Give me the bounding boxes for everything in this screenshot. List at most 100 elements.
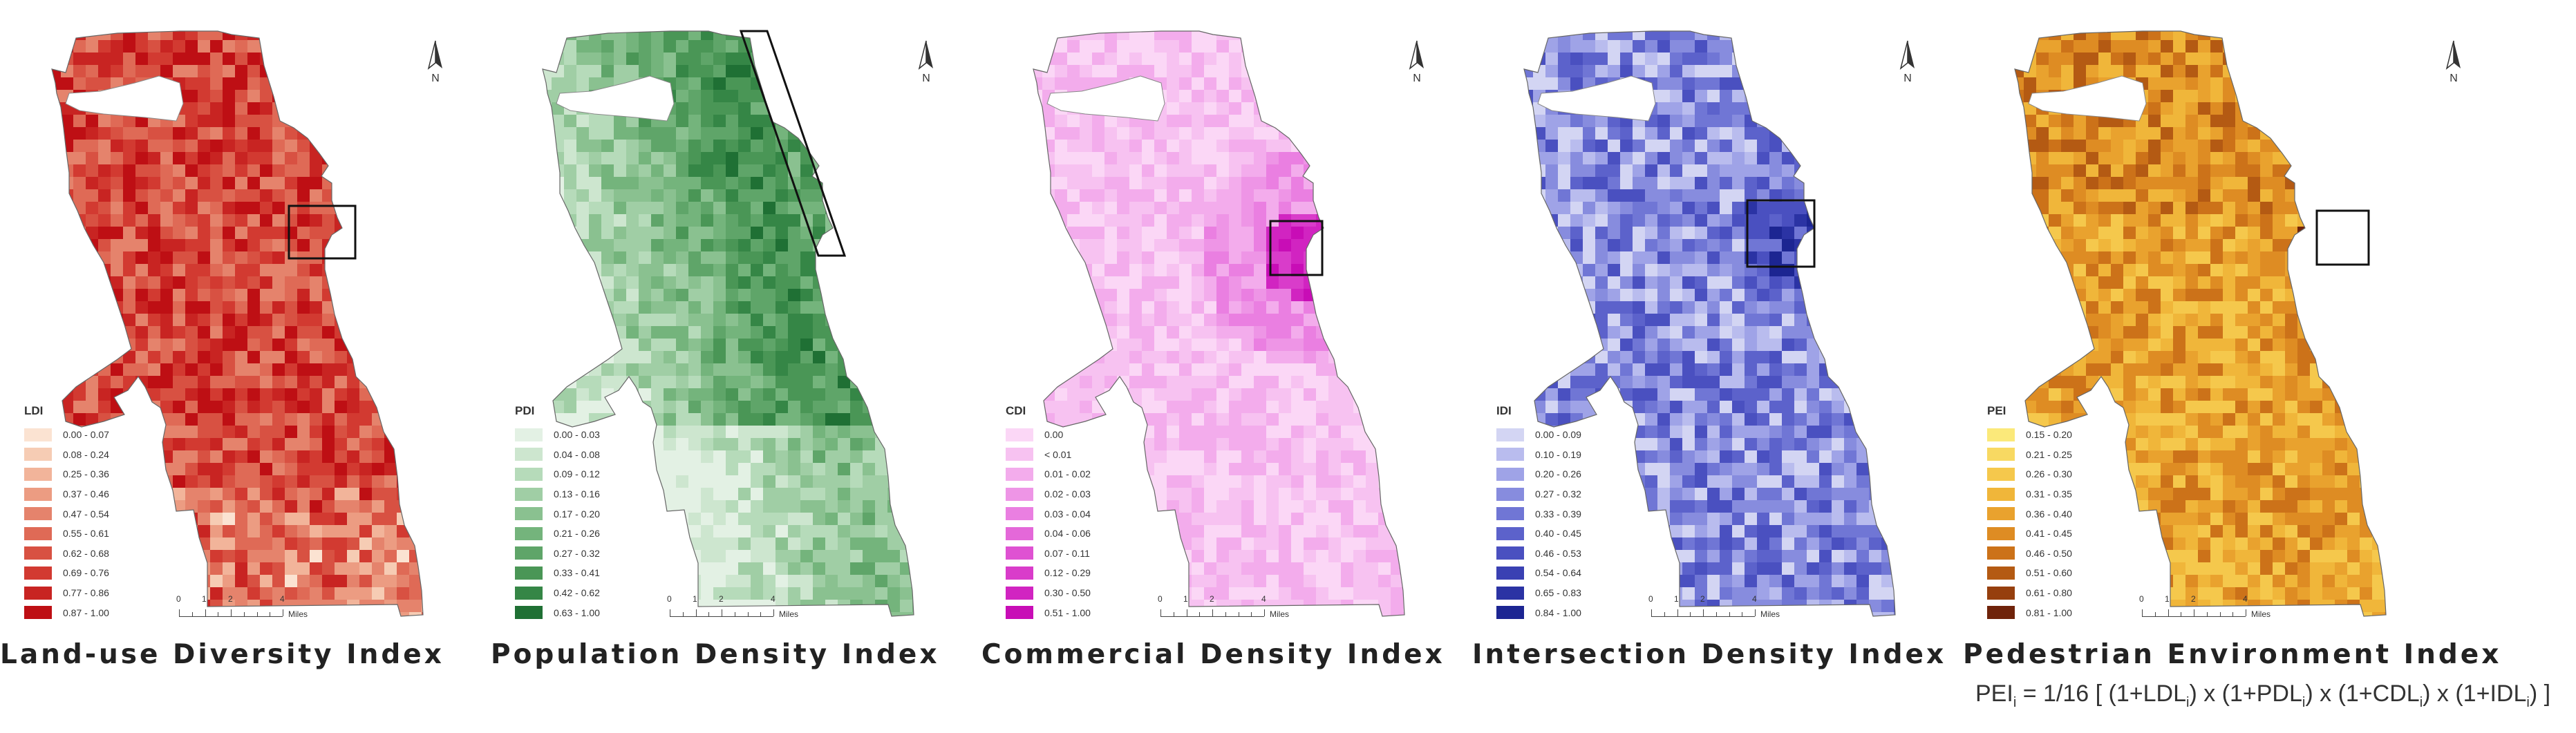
legend-swatch xyxy=(1006,507,1033,521)
legend-label: 0.65 - 0.83 xyxy=(1535,587,1581,599)
legend-row: 0.51 - 0.60 xyxy=(1987,563,2072,583)
legend-row: 0.25 - 0.36 xyxy=(24,464,109,484)
legend-row: 0.55 - 0.61 xyxy=(24,524,109,544)
legend-label: 0.77 - 0.86 xyxy=(63,587,109,599)
scale-bar-line xyxy=(179,609,283,617)
north-label: N xyxy=(922,73,930,84)
scale-bar-line xyxy=(1160,609,1265,617)
legend-swatch xyxy=(515,487,543,501)
legend-label: 0.13 - 0.16 xyxy=(554,488,600,500)
legend-swatch xyxy=(24,606,52,620)
scale-tick-label: 4 xyxy=(771,594,775,604)
legend-swatch xyxy=(1987,428,2015,441)
pdi-legend: PDI 0.00 - 0.03 0.04 - 0.08 0.09 - 0.12 0.13… xyxy=(515,404,600,622)
pei-formula: PEIi = 1/16 [ (1+LDLi) x (1+PDLi) x (1+C… xyxy=(1975,680,2551,710)
scale-bar: 0 1 2 4 Miles xyxy=(667,594,840,629)
pdi-title: Population Density Index xyxy=(491,639,940,670)
legend-swatch xyxy=(515,546,543,560)
scale-tick-label: 4 xyxy=(1752,594,1757,604)
north-label: N xyxy=(431,73,440,84)
cdi-legend: CDI 0.00 < 0.01 0.01 - 0.02 0.02 - 0.03 0.03 … xyxy=(1006,404,1091,622)
legend-label: 0.21 - 0.25 xyxy=(2026,448,2072,460)
legend-swatch xyxy=(24,586,52,600)
legend-row: 0.36 - 0.40 xyxy=(1987,504,2072,524)
legend-label: 0.33 - 0.39 xyxy=(1535,508,1581,520)
legend-swatch xyxy=(515,467,543,481)
legend-row: 0.04 - 0.08 xyxy=(515,445,600,465)
north-arrow-icon: N xyxy=(422,38,449,86)
city-boundary xyxy=(1523,30,1896,617)
scale-tick-label: 0 xyxy=(667,594,672,604)
scale-tick-label: 2 xyxy=(1210,594,1214,604)
legend-row: 0.20 - 0.26 xyxy=(1496,464,1581,484)
legend-label: 0.04 - 0.08 xyxy=(554,448,600,460)
scale-unit: Miles xyxy=(2251,609,2271,619)
legend-swatch xyxy=(515,606,543,620)
cdi-title: Commercial Density Index xyxy=(981,639,1445,670)
legend-swatch xyxy=(1496,586,1524,600)
legend-swatch xyxy=(515,507,543,521)
idi-title: Intersection Density Index xyxy=(1472,639,1947,670)
scale-tick-label: 2 xyxy=(1700,594,1705,604)
legend-row: 0.31 - 0.35 xyxy=(1987,484,2072,504)
legend-label: 0.55 - 0.61 xyxy=(63,528,109,540)
idi-map xyxy=(1523,30,1896,617)
north-label: N xyxy=(1903,73,1912,84)
legend-swatch xyxy=(1987,586,2015,600)
legend-row: 0.69 - 0.76 xyxy=(24,563,109,583)
legend-row: 0.62 - 0.68 xyxy=(24,544,109,564)
legend-swatch xyxy=(1987,467,2015,481)
legend-swatch xyxy=(24,526,52,540)
legend-swatch xyxy=(1006,526,1033,540)
legend-swatch xyxy=(24,546,52,560)
legend-row: 0.40 - 0.45 xyxy=(1496,524,1581,544)
cdi-map xyxy=(1033,30,1405,617)
idi-legend: IDI 0.00 - 0.09 0.10 - 0.19 0.20 - 0.26 0.27… xyxy=(1496,404,1581,622)
legend-label: 0.00 xyxy=(1044,429,1064,441)
scale-tick-label: 1 xyxy=(2165,594,2170,604)
airport-cutout xyxy=(1046,75,1165,122)
legend-swatch xyxy=(1496,467,1524,481)
legend-row: 0.00 - 0.07 xyxy=(24,425,109,445)
airport-cutout xyxy=(556,75,675,122)
pdi-map xyxy=(542,30,914,617)
scale-unit: Miles xyxy=(288,609,308,619)
legend-label: 0.51 - 1.00 xyxy=(1044,607,1091,618)
legend-swatch xyxy=(515,586,543,600)
legend-row: 0.02 - 0.03 xyxy=(1006,484,1091,504)
legend-label: 0.87 - 1.00 xyxy=(63,607,109,618)
legend-row: 0.00 - 0.09 xyxy=(1496,425,1581,445)
square-highlight xyxy=(288,204,357,260)
legend-label: 0.40 - 0.45 xyxy=(1535,528,1581,540)
north-label: N xyxy=(2450,73,2458,84)
legend-label: 0.07 - 0.11 xyxy=(1044,547,1090,559)
legend-row: 0.03 - 0.04 xyxy=(1006,504,1091,524)
scale-bar-line xyxy=(670,609,774,617)
scale-bar: 0 1 2 4 Miles xyxy=(2139,594,2312,629)
legend-swatch xyxy=(1987,526,2015,540)
legend-swatch xyxy=(1987,448,2015,461)
legend-row: 0.46 - 0.53 xyxy=(1496,544,1581,564)
legend-label: 0.12 - 0.29 xyxy=(1044,567,1091,579)
legend-label: 0.54 - 0.64 xyxy=(1535,567,1581,579)
scale-bar-line xyxy=(2142,609,2246,617)
idi-panel: N IDI 0.00 - 0.09 0.10 - 0.19 0.20 - 0.26 0.2… xyxy=(1472,0,1964,733)
legend-title: CDI xyxy=(1006,404,1026,417)
legend-row: 0.27 - 0.32 xyxy=(515,544,600,564)
legend-swatch xyxy=(24,428,52,441)
scale-tick-label: 4 xyxy=(2243,594,2248,604)
airport-cutout xyxy=(2028,75,2147,122)
legend-row: 0.10 - 0.19 xyxy=(1496,445,1581,465)
legend-label: 0.10 - 0.19 xyxy=(1535,448,1581,460)
legend-label: 0.36 - 0.40 xyxy=(2026,508,2072,520)
legend-row: 0.81 - 1.00 xyxy=(1987,602,2072,622)
legend-row: 0.30 - 0.50 xyxy=(1006,583,1091,603)
legend-label: 0.27 - 0.32 xyxy=(554,547,600,559)
legend-row: 0.61 - 0.80 xyxy=(1987,583,2072,603)
legend-row: 0.26 - 0.30 xyxy=(1987,464,2072,484)
legend-label: 0.31 - 0.35 xyxy=(2026,488,2072,500)
legend-label: 0.17 - 0.20 xyxy=(554,508,600,520)
scale-tick-label: 0 xyxy=(1648,594,1653,604)
legend-row: 0.51 - 1.00 xyxy=(1006,602,1091,622)
legend-row: 0.13 - 0.16 xyxy=(515,484,600,504)
